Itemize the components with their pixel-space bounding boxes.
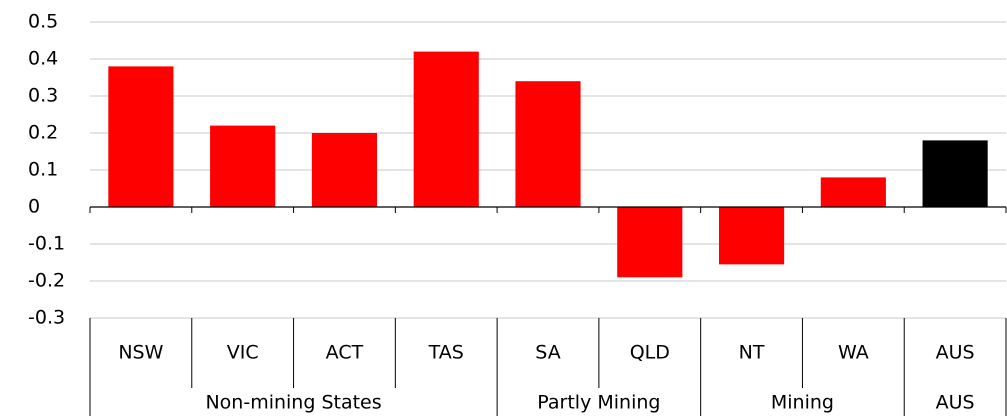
y-tick-label: -0.2 (28, 270, 65, 292)
y-tick-label: -0.3 (28, 307, 65, 329)
x-tick-label: WA (838, 342, 869, 364)
x-tick-label: ACT (326, 342, 364, 364)
x-tick-label: AUS (936, 342, 975, 364)
x-tick-label: QLD (630, 342, 670, 364)
bar (617, 207, 683, 278)
x-tick-label: SA (535, 342, 560, 364)
y-tick-label: 0 (28, 196, 40, 218)
bar (210, 125, 276, 207)
group-label: AUS (936, 392, 975, 414)
bar (515, 81, 581, 207)
group-label: Non-mining States (205, 392, 381, 414)
bar (311, 133, 378, 207)
bar (922, 140, 988, 207)
x-tick-label: NSW (118, 342, 163, 364)
bar (820, 177, 886, 207)
y-tick-label: -0.1 (28, 233, 65, 255)
y-tick-label: 0.2 (28, 122, 58, 144)
bar (413, 51, 479, 207)
x-tick-label: NT (739, 342, 765, 364)
bar (718, 207, 785, 265)
y-tick-label: 0.1 (28, 159, 58, 181)
y-tick-label: 0.4 (28, 48, 58, 70)
group-label: Mining (771, 392, 834, 414)
bar (108, 66, 174, 208)
x-tick-label: TAS (428, 342, 464, 364)
y-tick-label: 0.3 (28, 85, 58, 107)
y-tick-label: 0.5 (28, 11, 58, 33)
x-tick-label: VIC (227, 342, 259, 364)
group-label: Partly Mining (537, 392, 660, 414)
